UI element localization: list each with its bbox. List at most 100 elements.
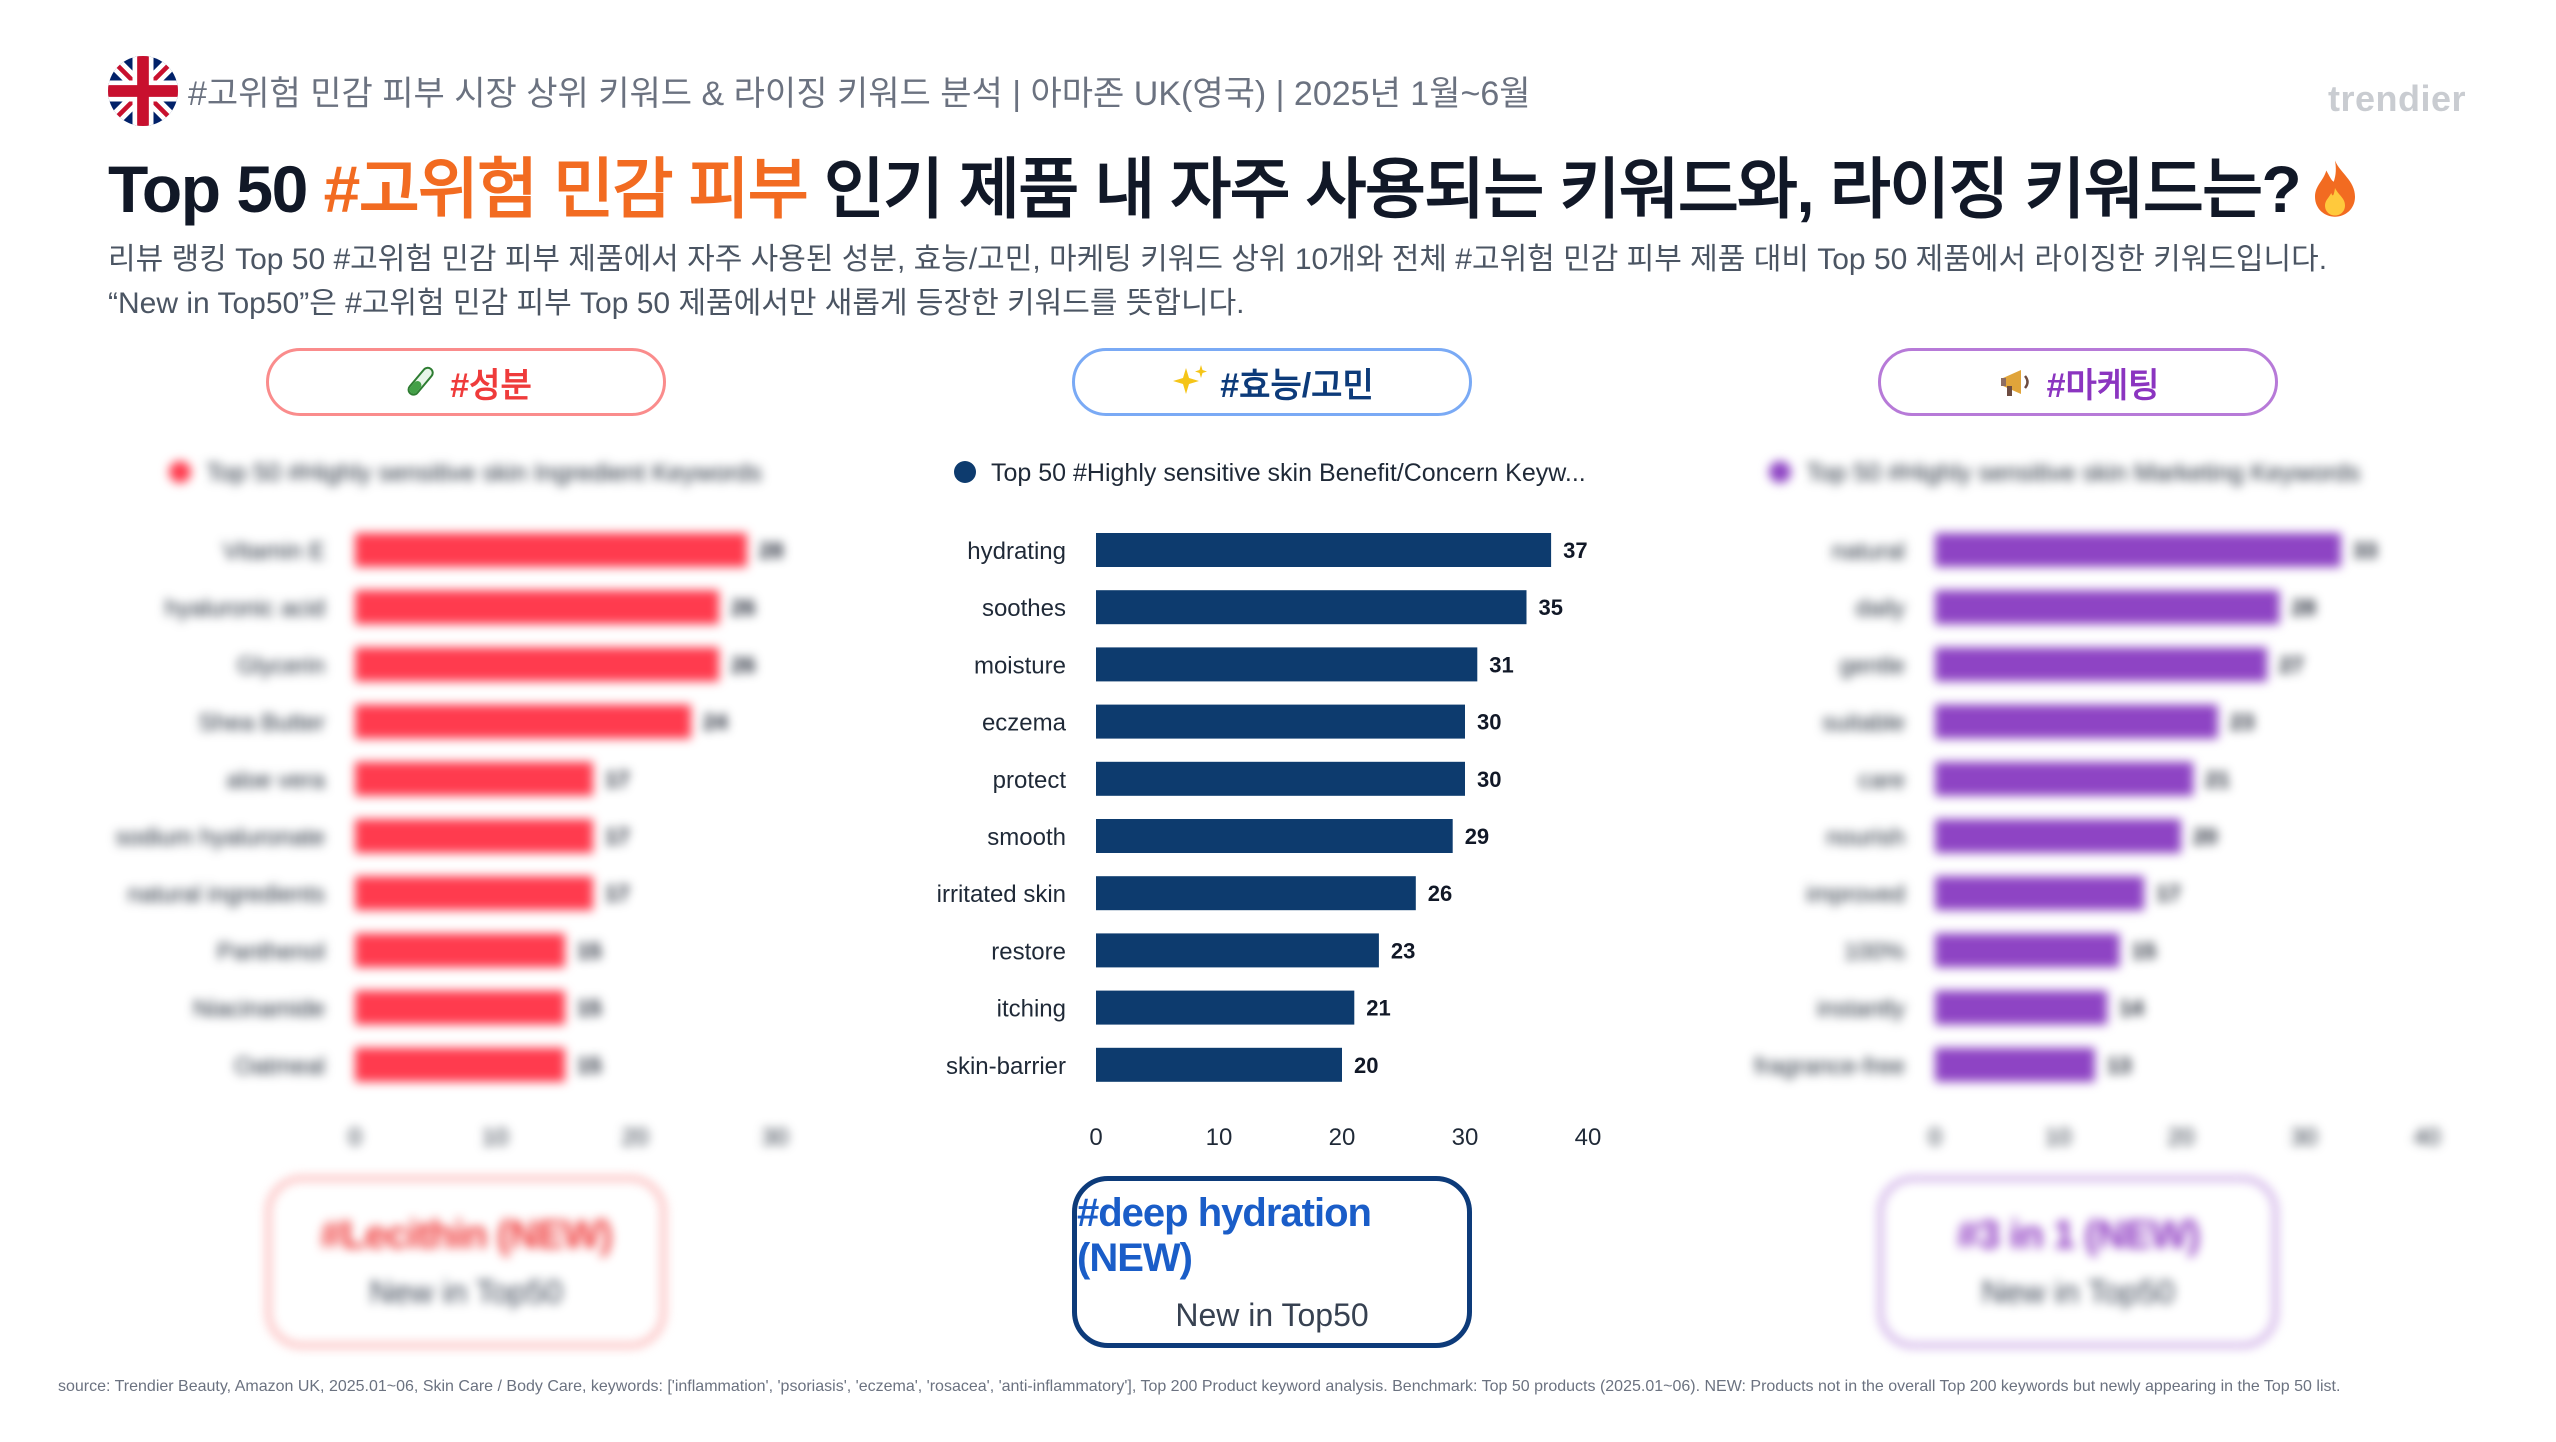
uk-flag-icon bbox=[108, 56, 178, 126]
bar-value-label: 28 bbox=[2291, 595, 2315, 620]
category-label: Panthenol bbox=[217, 938, 325, 965]
x-tick-label: 20 bbox=[1329, 1124, 1356, 1151]
marketing-chart: Top 50 #Highly sensitive skin Marketing … bbox=[1754, 459, 2441, 1151]
x-tick-label: 0 bbox=[348, 1124, 361, 1151]
category-label: moisture bbox=[974, 652, 1066, 679]
category-label: care bbox=[1858, 767, 1905, 794]
category-label: itching bbox=[997, 996, 1066, 1023]
category-label: aloe vera bbox=[226, 767, 325, 794]
x-tick-label: 10 bbox=[482, 1124, 509, 1151]
bar bbox=[1935, 990, 2108, 1025]
description: 리뷰 랭킹 Top 50 #고위험 민감 피부 제품에서 자주 사용된 성분, … bbox=[108, 243, 2328, 320]
pill-marketing: #마케팅 bbox=[1878, 348, 2278, 416]
bar bbox=[1935, 704, 2218, 739]
pill-benefit: #효능/고민 bbox=[1072, 348, 1472, 416]
new-keyword-ingredient: #Lecithin (NEW) New in Top50 bbox=[266, 1176, 666, 1348]
category-label: instantly bbox=[1817, 996, 1905, 1023]
bar bbox=[355, 590, 719, 625]
bar bbox=[355, 647, 719, 682]
x-tick-label: 30 bbox=[2291, 1124, 2318, 1151]
bar bbox=[355, 990, 565, 1025]
bar-value-label: 24 bbox=[703, 710, 728, 735]
bar-value-label: 27 bbox=[2279, 652, 2303, 677]
legend-marker bbox=[1769, 461, 1791, 483]
bar bbox=[355, 933, 565, 968]
bar bbox=[355, 819, 593, 853]
bar-value-label: 37 bbox=[1563, 538, 1587, 563]
bar-value-label: 15 bbox=[577, 1053, 601, 1078]
bar bbox=[1935, 761, 2194, 796]
bar-value-label: 21 bbox=[2205, 767, 2229, 792]
bar bbox=[1096, 533, 1552, 567]
test-tube-icon bbox=[407, 366, 434, 396]
category-label: sodium hyaluronate bbox=[116, 824, 325, 851]
x-tick-label: 10 bbox=[2045, 1124, 2072, 1151]
ingredient-chart: Top 50 #Highly sensitive skin Ingredient… bbox=[116, 459, 789, 1151]
bar bbox=[1096, 876, 1416, 911]
bar bbox=[355, 761, 593, 796]
sparkles-icon bbox=[1173, 365, 1208, 394]
bar bbox=[355, 704, 691, 739]
brand-logo: trendier bbox=[2327, 78, 2466, 119]
bar-value-label: 15 bbox=[2132, 938, 2156, 963]
bar-value-label: 14 bbox=[2119, 996, 2144, 1021]
category-label: daily bbox=[1856, 595, 1905, 622]
bar-value-label: 30 bbox=[1477, 767, 1501, 792]
bar-value-label: 13 bbox=[2107, 1053, 2131, 1078]
category-label: Niacinamide bbox=[193, 996, 325, 1023]
x-tick-label: 30 bbox=[762, 1124, 789, 1151]
page-title: Top 50 #고위험 민감 피부 인기 제품 내 자주 사용되는 키워드와, … bbox=[108, 136, 2360, 232]
bar bbox=[1096, 590, 1527, 625]
bar bbox=[1935, 819, 2181, 853]
bar bbox=[1935, 1047, 2095, 1082]
bar bbox=[1096, 990, 1355, 1025]
megaphone-icon bbox=[2000, 370, 2029, 396]
report-subtitle: #고위험 민감 피부 시장 상위 키워드 & 라이징 키워드 분석 | 아마존 … bbox=[188, 75, 1531, 113]
legend-label: Top 50 #Highly sensitive skin Benefit/Co… bbox=[991, 459, 1586, 487]
bar-value-label: 15 bbox=[577, 938, 601, 963]
x-tick-label: 0 bbox=[1089, 1124, 1102, 1151]
bar-value-label: 17 bbox=[605, 824, 629, 849]
bar-value-label: 17 bbox=[2156, 881, 2180, 906]
bar bbox=[355, 533, 747, 567]
category-label: Shea Butter bbox=[198, 710, 325, 737]
legend-marker bbox=[169, 461, 191, 483]
category-label: soothes bbox=[982, 595, 1066, 622]
bar bbox=[1935, 876, 2145, 911]
bar-value-label: 28 bbox=[759, 538, 783, 563]
bar-value-label: 30 bbox=[1477, 710, 1501, 735]
category-label: eczema bbox=[982, 710, 1067, 737]
bar-value-label: 23 bbox=[1391, 938, 1415, 963]
category-label: protect bbox=[993, 767, 1067, 794]
bar bbox=[1096, 819, 1453, 853]
category-label: 100% bbox=[1844, 938, 1905, 965]
bar bbox=[1935, 933, 2120, 968]
category-label: natural ingredients bbox=[128, 881, 325, 908]
benefit-chart: Top 50 #Highly sensitive skin Benefit/Co… bbox=[937, 459, 1602, 1151]
category-label: suitable bbox=[1822, 710, 1905, 737]
category-label: fragrance-free bbox=[1754, 1053, 1905, 1080]
x-tick-label: 0 bbox=[1928, 1124, 1941, 1151]
pill-ingredient: #성분 bbox=[266, 348, 666, 416]
bar bbox=[355, 876, 593, 911]
category-label: restore bbox=[991, 938, 1066, 965]
x-tick-label: 30 bbox=[1452, 1124, 1479, 1151]
bar bbox=[1096, 704, 1465, 739]
bar bbox=[1935, 647, 2268, 682]
bar-value-label: 26 bbox=[731, 652, 755, 677]
category-label: irritated skin bbox=[937, 881, 1066, 908]
title-highlight: #고위험 민감 피부 bbox=[323, 152, 809, 226]
x-tick-label: 40 bbox=[1575, 1124, 1602, 1151]
category-label: nourish bbox=[1826, 824, 1905, 851]
x-tick-label: 20 bbox=[2168, 1124, 2195, 1151]
category-label: skin-barrier bbox=[946, 1053, 1066, 1080]
category-label: hydrating bbox=[967, 538, 1066, 565]
bar-value-label: 17 bbox=[605, 881, 629, 906]
x-tick-label: 40 bbox=[2414, 1124, 2441, 1151]
x-tick-label: 10 bbox=[1206, 1124, 1233, 1151]
bar-value-label: 35 bbox=[1539, 595, 1563, 620]
legend-marker bbox=[954, 461, 976, 483]
bar bbox=[1935, 590, 2280, 625]
category-label: hyaluronic acid bbox=[165, 595, 325, 622]
category-label: Vitamin E bbox=[223, 538, 325, 565]
